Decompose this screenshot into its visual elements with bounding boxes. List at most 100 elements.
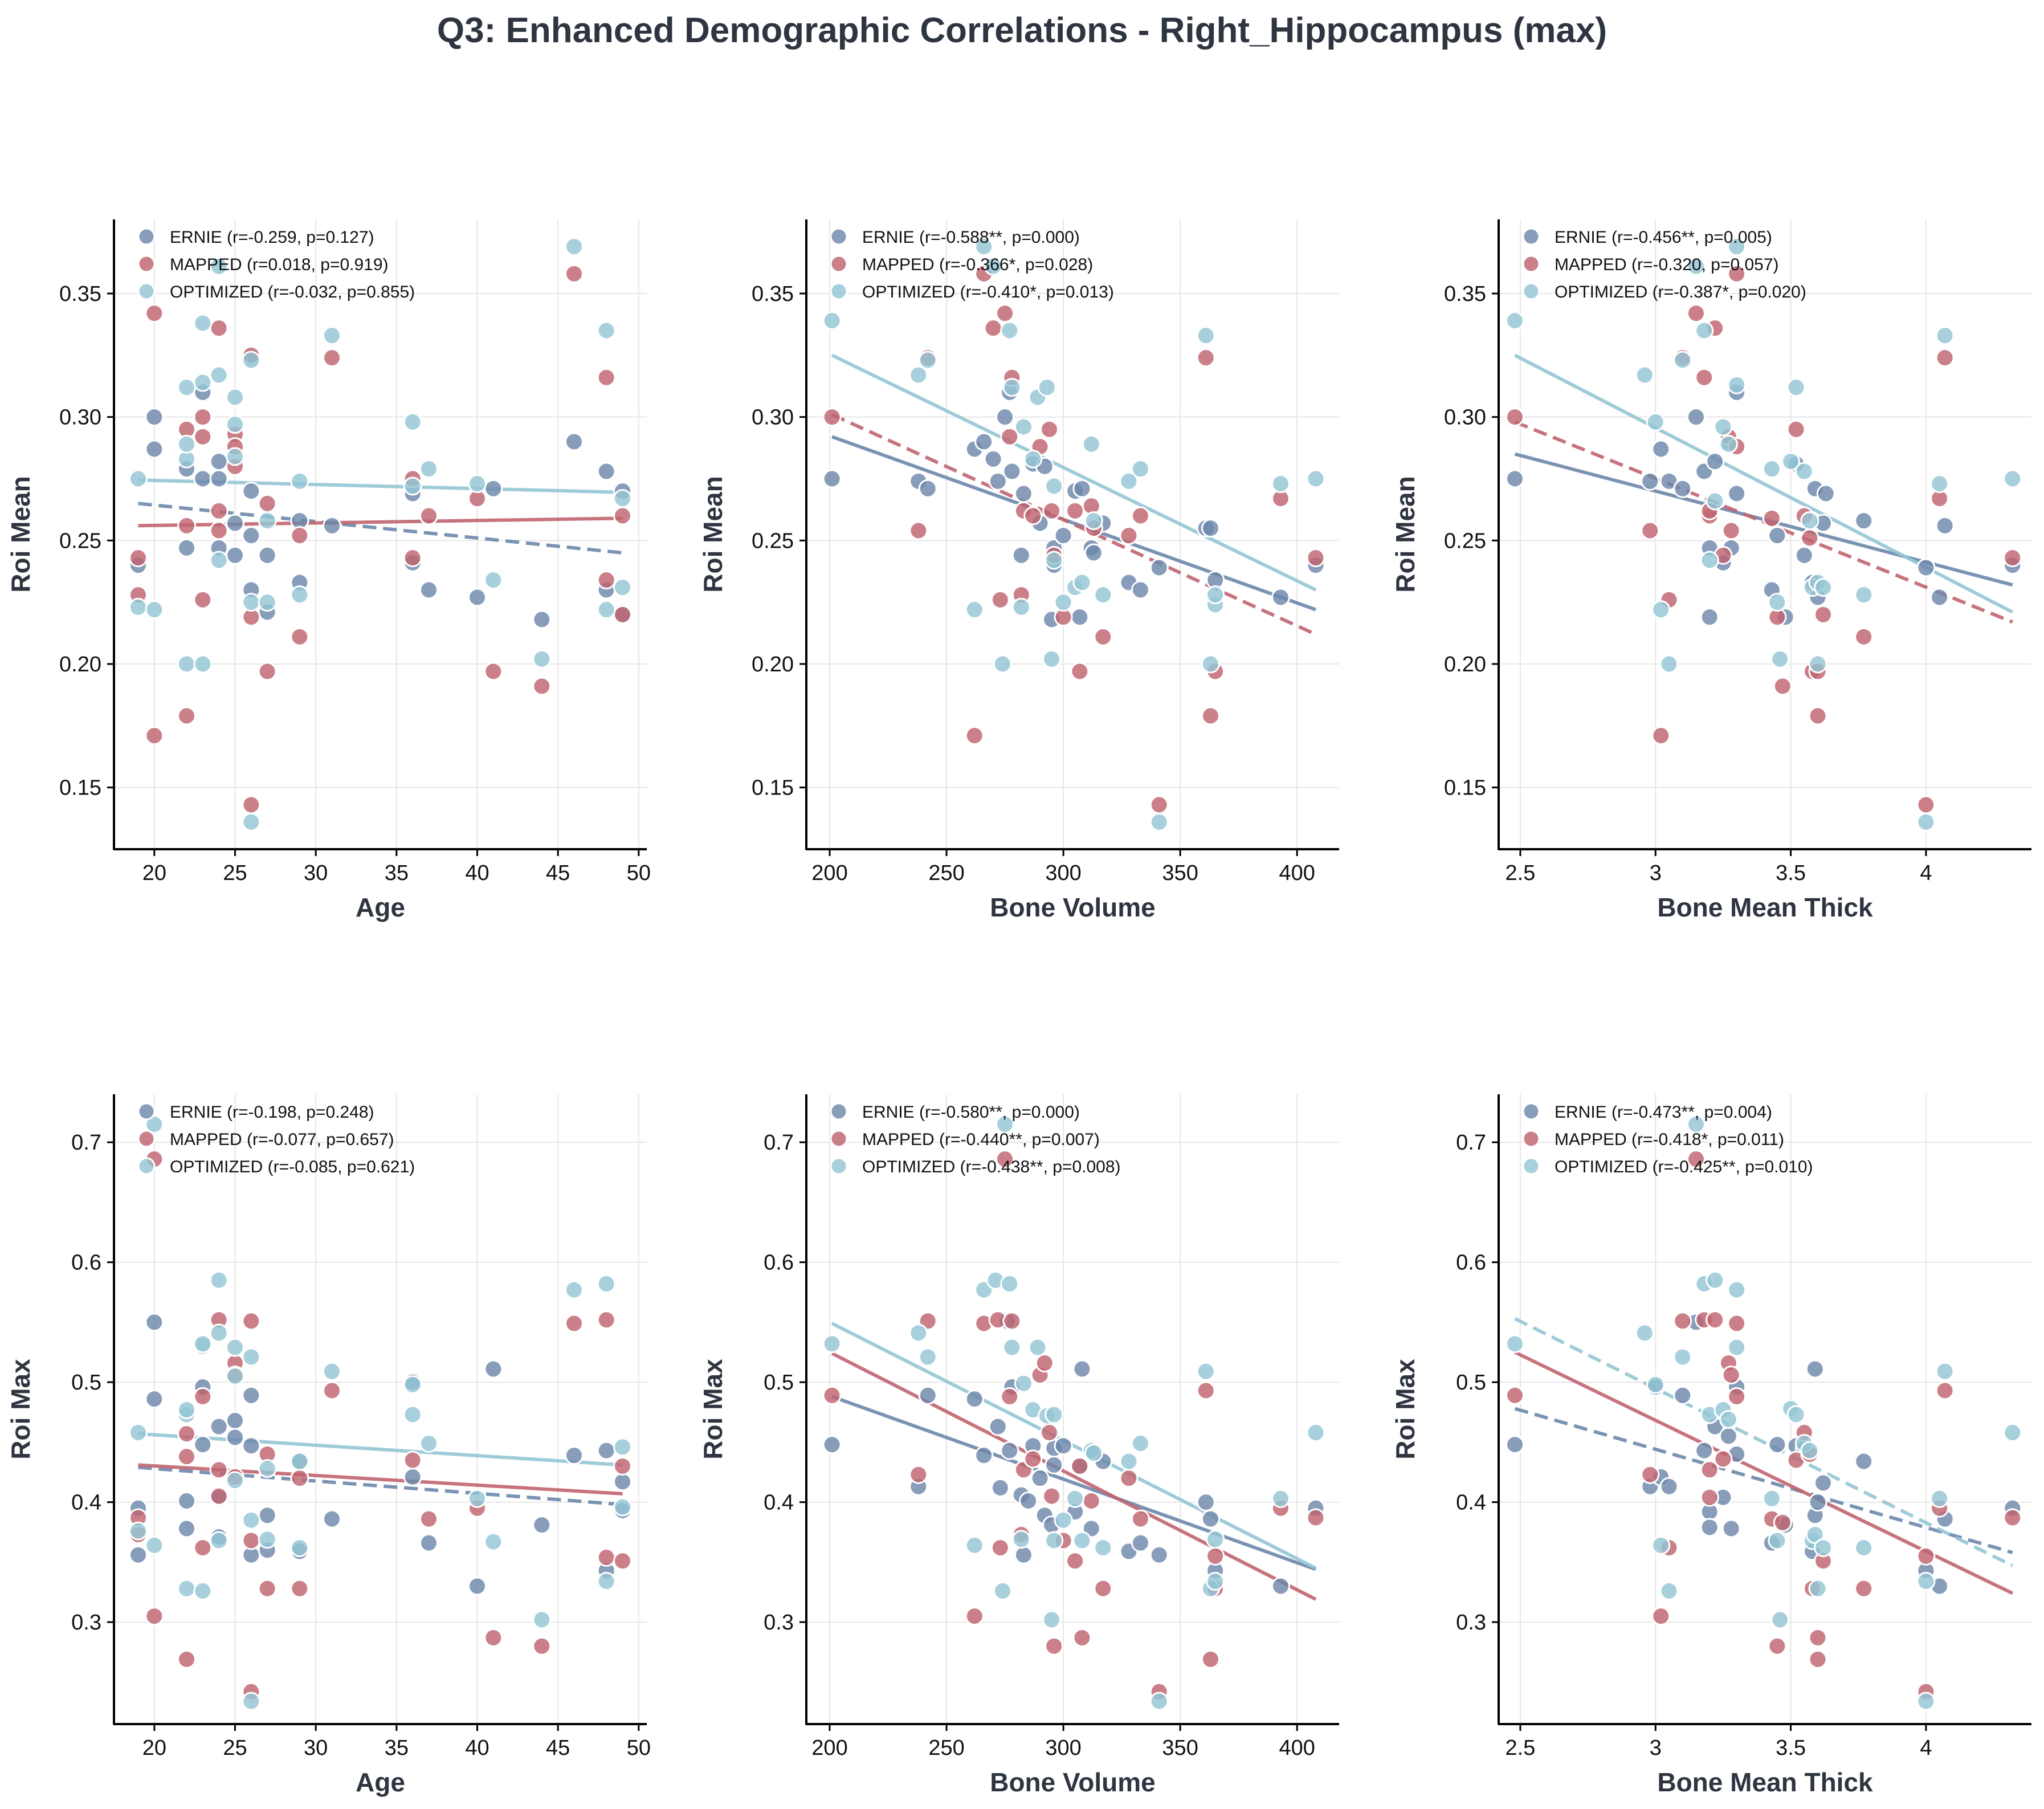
data-point-optimized (1011, 597, 1031, 617)
legend-marker-ernie (1522, 227, 1540, 246)
data-point-mapped (1935, 348, 1955, 368)
data-point-mapped (1306, 548, 1325, 568)
data-point-optimized (1727, 375, 1747, 394)
data-point-optimized (1271, 1489, 1290, 1508)
y-tick-label: 0.4 (1456, 1491, 1486, 1515)
data-point-mapped (1505, 1386, 1524, 1405)
y-tick-label: 0.25 (752, 529, 794, 553)
data-point-ernie (1686, 408, 1706, 427)
data-point-ernie (1131, 1533, 1150, 1553)
y-tick-label: 0.7 (1456, 1131, 1486, 1155)
data-point-ernie (822, 469, 842, 488)
data-point-ernie (1695, 1441, 1714, 1460)
data-point-optimized (209, 1270, 229, 1290)
data-point-ernie (1700, 608, 1719, 627)
data-point-mapped (1651, 1607, 1671, 1626)
y-tick-label: 0.3 (764, 1611, 794, 1635)
data-point-optimized (1037, 378, 1056, 397)
legend-label-mapped: MAPPED (r=-0.366*, p=0.028) (862, 255, 1093, 274)
data-point-optimized (1042, 649, 1062, 669)
data-point-optimized (822, 1334, 842, 1354)
data-point-optimized (965, 600, 984, 620)
data-point-ernie (484, 1359, 503, 1379)
data-point-mapped (1808, 706, 1827, 726)
data-point-mapped (1686, 304, 1706, 323)
data-point-ernie (1916, 558, 1936, 577)
data-point-ernie (1271, 1576, 1290, 1596)
data-point-ernie (1700, 1518, 1719, 1537)
data-point-optimized (1727, 1280, 1747, 1299)
data-point-ernie (1505, 469, 1524, 488)
data-point-mapped (597, 368, 616, 387)
x-tick-label: 35 (385, 1736, 409, 1760)
data-point-ernie (965, 1390, 984, 1409)
data-point-optimized (242, 593, 261, 612)
data-point-mapped (1306, 1508, 1325, 1527)
trend-line-optimized (831, 353, 1317, 592)
y-tick-label: 0.6 (71, 1251, 101, 1275)
data-point-optimized (242, 1510, 261, 1530)
data-point-optimized (1770, 649, 1790, 669)
x-tick-label: 200 (811, 861, 847, 885)
legend-marker-mapped (1522, 1130, 1540, 1148)
data-point-mapped (1035, 1353, 1054, 1372)
data-point-ernie (403, 1467, 422, 1486)
data-point-ernie (1054, 1436, 1073, 1456)
data-point-ernie (974, 1446, 994, 1465)
legend: ERNIE (r=-0.588**, p=0.000) MAPPED (r=-0.… (830, 227, 1114, 302)
data-point-ernie (532, 1515, 552, 1535)
y-tick-label: 0.30 (752, 406, 794, 430)
data-point-optimized (965, 1535, 984, 1555)
data-point-mapped (1641, 1465, 1660, 1484)
legend-marker-mapped (137, 255, 156, 273)
data-point-optimized (1000, 321, 1019, 340)
data-point-optimized (1054, 1510, 1073, 1530)
data-point-optimized (1206, 1572, 1225, 1591)
data-point-optimized (1781, 452, 1801, 471)
data-point-mapped (403, 548, 422, 568)
data-point-mapped (129, 548, 148, 568)
x-tick-label: 40 (465, 861, 489, 885)
data-point-optimized (1651, 600, 1671, 620)
data-point-mapped (1045, 1636, 1064, 1656)
data-point-mapped (1094, 627, 1113, 646)
data-point-optimized (1854, 1538, 1874, 1558)
x-tick-label: 2.5 (1506, 861, 1536, 885)
data-point-optimized (1916, 1692, 1936, 1711)
data-point-ernie (1084, 543, 1103, 563)
y-tick-label: 0.25 (1444, 529, 1486, 553)
x-axis-title: Bone Volume (990, 1767, 1156, 1797)
data-point-mapped (1721, 521, 1741, 540)
data-point-ernie (1816, 484, 1835, 503)
data-point-ernie (988, 1417, 1007, 1436)
data-point-ernie (1002, 462, 1022, 481)
data-point-ernie (1201, 519, 1220, 538)
data-point-optimized (1072, 1531, 1092, 1550)
data-point-optimized (1028, 1338, 1047, 1357)
data-point-ernie (1768, 526, 1787, 545)
data-point-optimized (1045, 476, 1064, 496)
data-point-optimized (403, 1405, 422, 1424)
data-point-optimized (597, 1572, 616, 1591)
data-point-mapped (1149, 795, 1169, 814)
data-point-ernie (1196, 1493, 1215, 1512)
data-point-optimized (290, 585, 309, 605)
y-tick-label: 0.30 (59, 406, 101, 430)
data-point-mapped (193, 1387, 213, 1406)
data-point-optimized (565, 237, 584, 256)
x-axis-title: Bone Volume (990, 893, 1156, 922)
data-point-optimized (532, 649, 552, 669)
data-point-mapped (242, 795, 261, 814)
y-tick-label: 0.3 (1456, 1611, 1486, 1635)
data-point-mapped (613, 1456, 632, 1476)
data-point-optimized (1673, 351, 1692, 370)
data-point-mapped (1768, 1636, 1787, 1656)
data-point-mapped (484, 1628, 503, 1647)
data-point-mapped (1727, 1314, 1747, 1333)
data-point-mapped (1727, 264, 1747, 283)
data-point-optimized (597, 1274, 616, 1294)
data-point-mapped (1814, 605, 1833, 624)
legend-marker-mapped (137, 1130, 156, 1148)
data-point-optimized (1149, 1692, 1169, 1711)
data-point-optimized (1054, 593, 1073, 612)
